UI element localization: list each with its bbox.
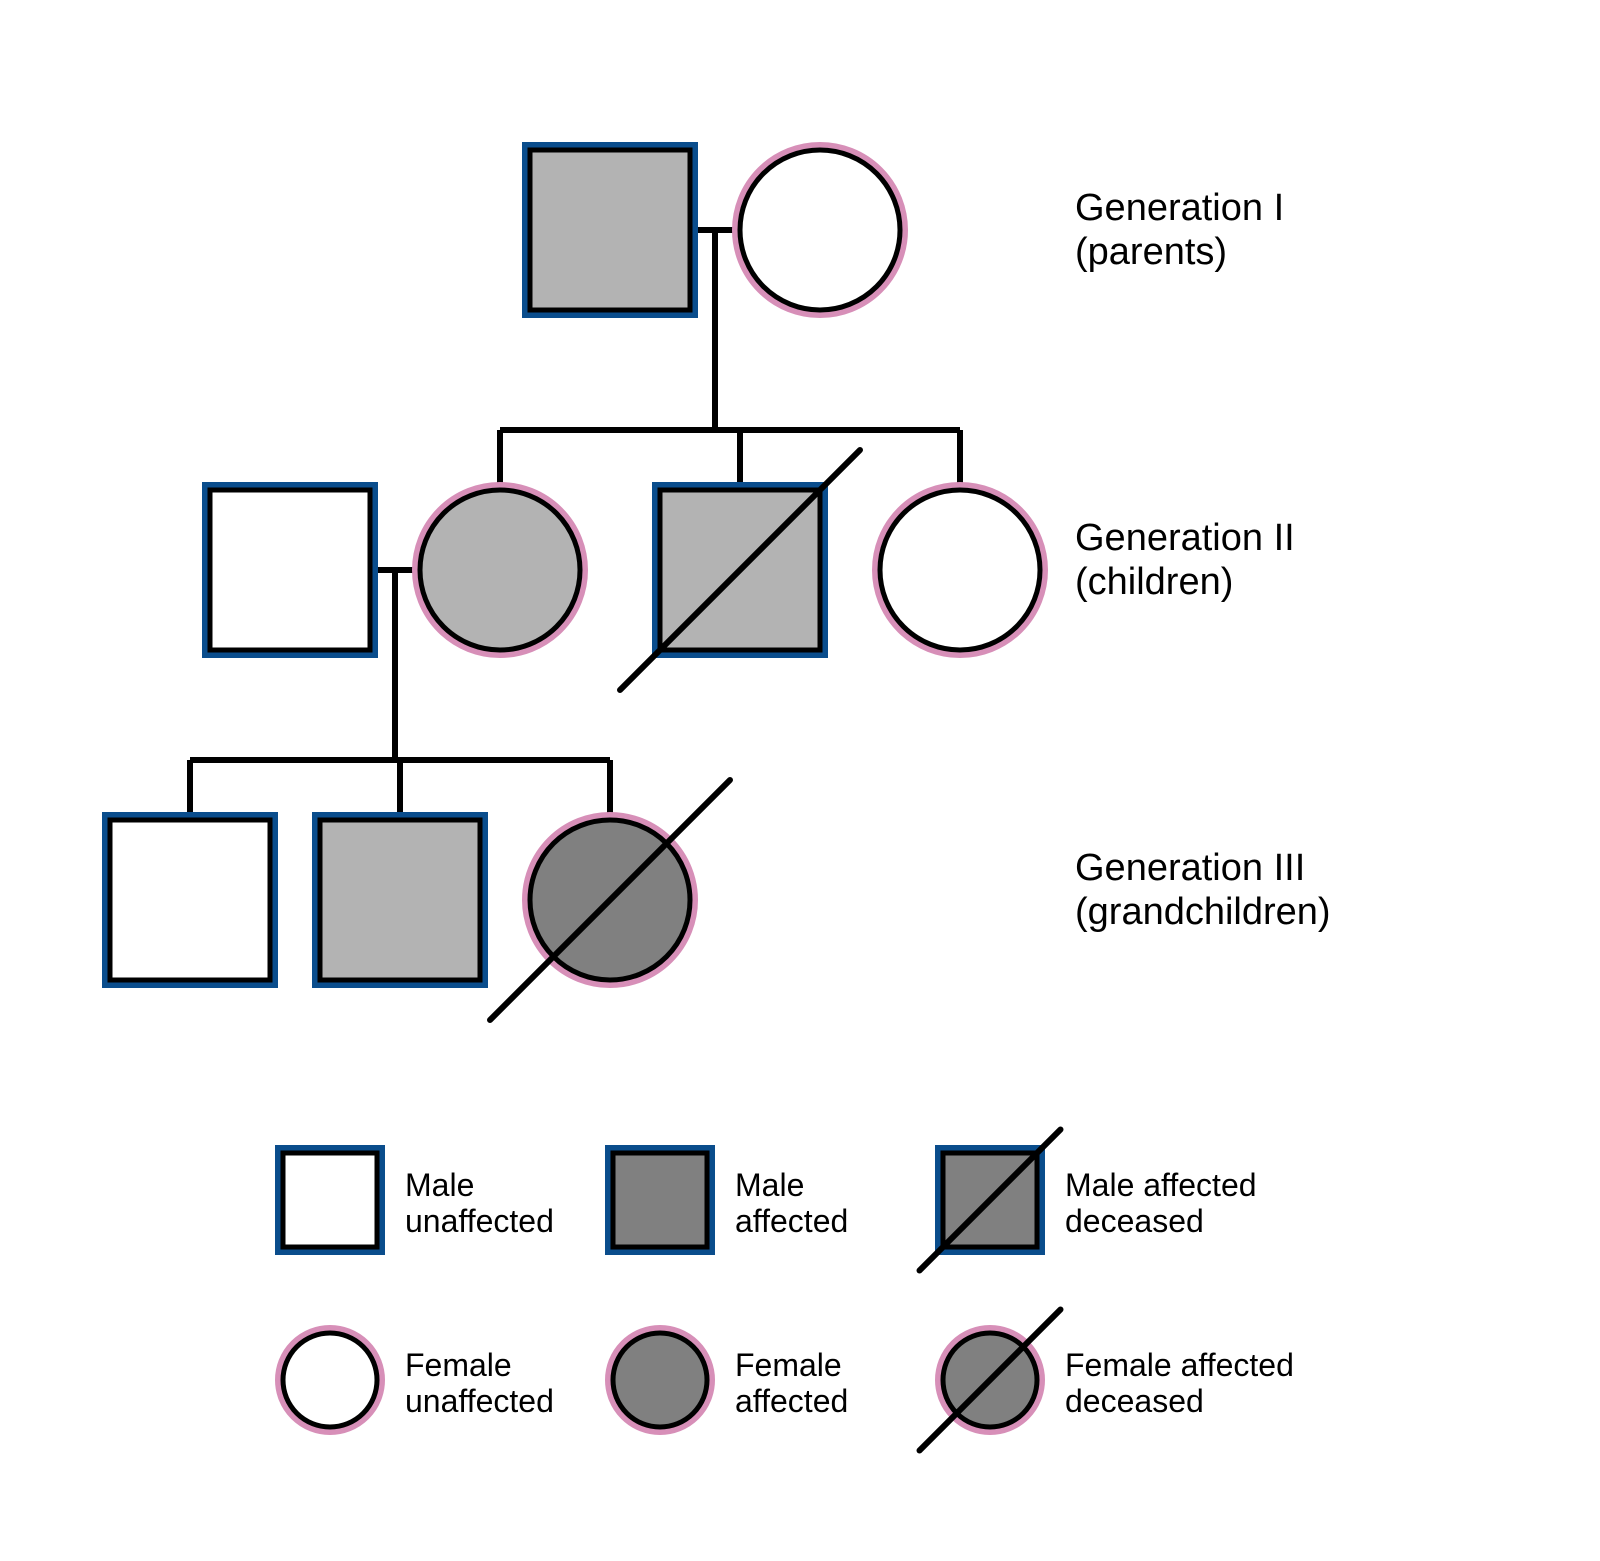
pedigree-svg: Generation I(parents) Generation II(child… (0, 0, 1600, 1561)
legend-label-2-line1: Male affected (1065, 1167, 1257, 1203)
legend-symbol-0 (279, 1149, 381, 1251)
gen1-label-line1: Generation I (1075, 187, 1284, 229)
node-III-1 (106, 816, 274, 984)
legend-label-0-line1: Male (405, 1167, 474, 1203)
legend-label-3-line2: unaffected (405, 1383, 554, 1419)
legend-label-3-line1: Female (405, 1347, 512, 1383)
node-I-2 (736, 146, 904, 314)
pedigree-diagram: Generation I(parents) Generation II(child… (0, 0, 1600, 1561)
legend-label-4-line2: affected (735, 1383, 848, 1419)
gen3-label-line1: Generation III (1075, 847, 1305, 889)
node-III-2 (316, 816, 484, 984)
legend-symbol-4 (609, 1329, 711, 1431)
legend-symbol-2 (920, 1130, 1061, 1271)
legend-label-4-line1: Female (735, 1347, 842, 1383)
legend-symbol-1 (609, 1149, 711, 1251)
legend-label-5-line2: deceased (1065, 1383, 1204, 1419)
legend-label-0-line2: unaffected (405, 1203, 554, 1239)
gen2-label-line2: (children) (1075, 561, 1233, 603)
node-I-1 (526, 146, 694, 314)
node-II-1 (206, 486, 374, 654)
node-II-2 (416, 486, 584, 654)
node-II-3 (620, 450, 860, 690)
legend-symbol-3 (279, 1329, 381, 1431)
legend-label-1-line2: affected (735, 1203, 848, 1239)
node-II-4 (876, 486, 1044, 654)
gen3-label-line2: (grandchildren) (1075, 891, 1331, 933)
legend-label-5-line1: Female affected (1065, 1347, 1294, 1383)
legend-label-2-line2: deceased (1065, 1203, 1204, 1239)
legend-label-1-line1: Male (735, 1167, 804, 1203)
gen2-label-line1: Generation II (1075, 517, 1295, 559)
gen1-label-line2: (parents) (1075, 231, 1227, 273)
